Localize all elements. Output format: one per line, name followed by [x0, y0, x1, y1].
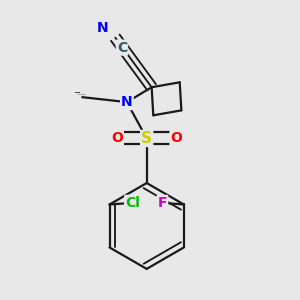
Text: methyl: methyl — [82, 94, 86, 95]
Text: N: N — [96, 21, 108, 35]
Text: S: S — [141, 131, 152, 146]
Text: O: O — [111, 131, 123, 146]
Text: C: C — [117, 40, 127, 55]
Text: ─: ─ — [74, 88, 79, 97]
Text: F: F — [158, 196, 167, 210]
Text: N: N — [121, 95, 133, 109]
Text: methyl: methyl — [78, 93, 83, 94]
Text: Cl: Cl — [125, 196, 140, 210]
Text: O: O — [170, 131, 182, 146]
